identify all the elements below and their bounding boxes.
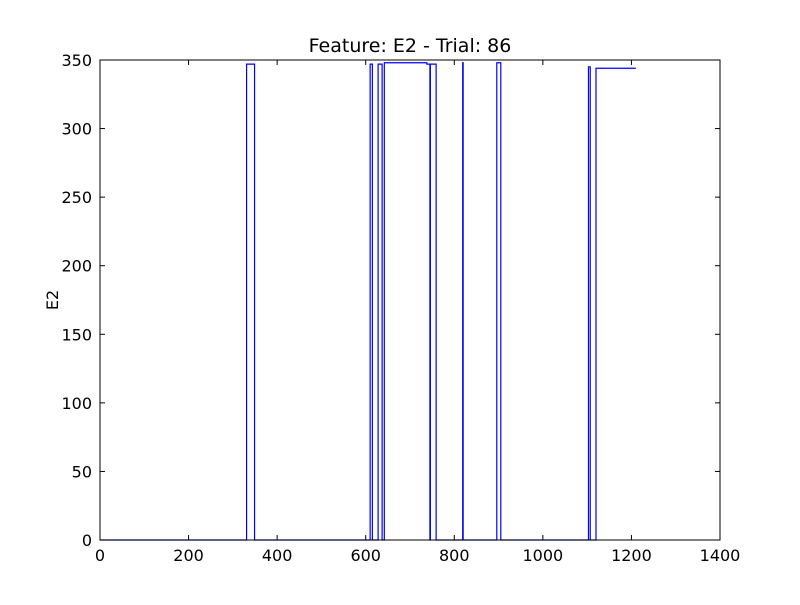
x-tick-label: 400 — [262, 546, 293, 565]
y-tick-label: 300 — [61, 120, 92, 139]
y-tick-label: 200 — [61, 257, 92, 276]
x-tick-label: 0 — [95, 546, 105, 565]
x-tick-label: 1000 — [522, 546, 563, 565]
chart-title: Feature: E2 - Trial: 86 — [309, 35, 512, 57]
x-tick-label: 600 — [350, 546, 381, 565]
plot-frame — [99, 59, 721, 541]
x-tick-label: 1200 — [611, 546, 652, 565]
y-tick-label: 0 — [82, 531, 92, 550]
plot-area — [100, 60, 720, 540]
y-axis-label: E2 — [43, 290, 62, 310]
y-tick-label: 150 — [61, 325, 92, 344]
y-tick-label: 50 — [72, 462, 92, 481]
y-axis-ticks: 0 50 100 150 200 250 300 350 — [61, 51, 720, 550]
y-tick-label: 100 — [61, 394, 92, 413]
y-tick-label: 350 — [61, 51, 92, 70]
y-tick-label: 250 — [61, 188, 92, 207]
x-tick-label: 800 — [439, 546, 470, 565]
x-axis-ticks: 0 200 400 600 800 1000 1200 1400 — [95, 60, 740, 565]
x-tick-label: 1400 — [700, 546, 741, 565]
x-tick-label: 200 — [173, 546, 204, 565]
